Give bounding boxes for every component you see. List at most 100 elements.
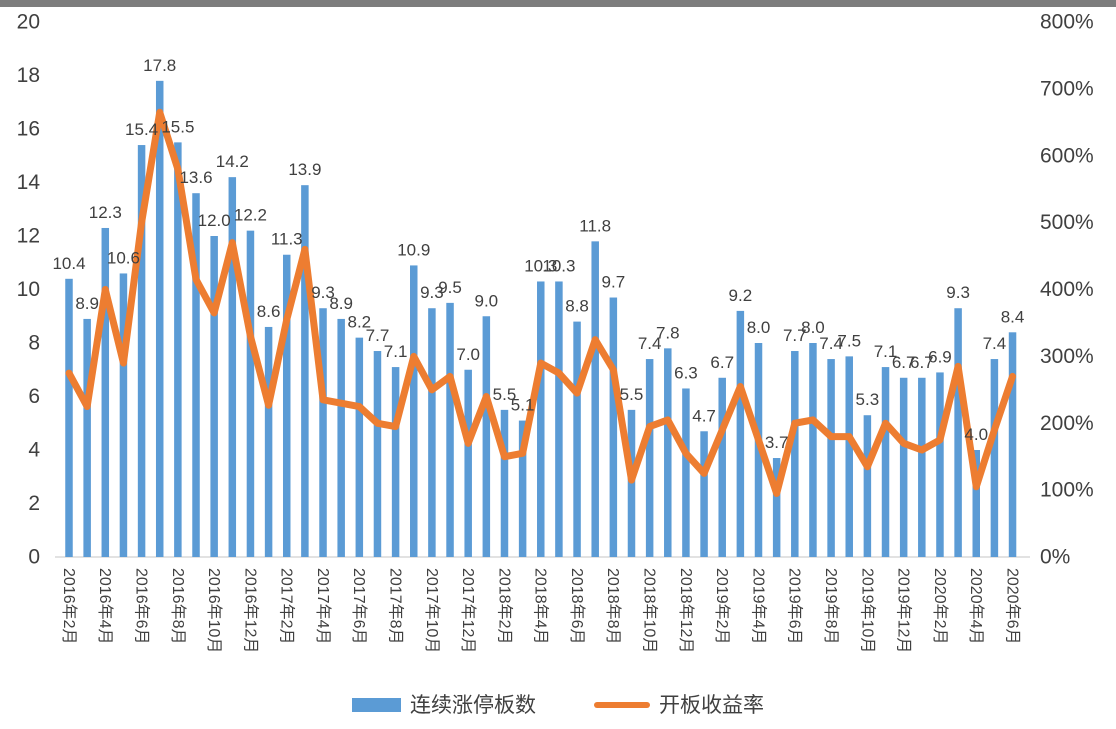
bar [772, 458, 781, 557]
bar [101, 227, 110, 557]
bar-value-label: 15.5 [161, 117, 194, 136]
combo-chart: 20181614121086420800%700%600%500%400%300… [17, 11, 1094, 654]
x-tick-label: 2017年10月 [423, 568, 441, 653]
bar [410, 265, 418, 557]
bar-value-label: 15.4 [125, 120, 158, 139]
bar-value-label: 5.5 [493, 385, 517, 404]
bar [482, 316, 491, 557]
x-tick-label: 2016年12月 [241, 568, 259, 653]
bar [65, 278, 73, 557]
bar [428, 308, 436, 557]
bar-value-label: 8.9 [329, 294, 353, 313]
bar-value-label: 10.9 [397, 240, 430, 259]
bar [863, 415, 872, 557]
y-right-tick-label: 200% [1040, 412, 1094, 435]
bar-value-label: 7.7 [783, 326, 807, 345]
bar [809, 343, 817, 557]
bar-value-label: 8.8 [565, 297, 589, 316]
bar [954, 308, 962, 557]
x-tick-label: 2019年12月 [895, 568, 913, 653]
bar [827, 359, 835, 557]
y-left-tick-label: 20 [17, 11, 40, 34]
bar-series-swatch [352, 698, 401, 712]
bar-value-label: 10.6 [107, 248, 140, 267]
bar [936, 372, 944, 557]
bar-value-label: 4.0 [964, 425, 988, 444]
bar-value-label: 10.3 [542, 256, 575, 275]
bar [210, 236, 218, 557]
x-tick-label: 2019年6月 [786, 568, 804, 645]
x-tick-label: 2020年4月 [967, 568, 985, 645]
y-right-tick-label: 0% [1040, 546, 1070, 569]
y-left-tick-label: 2 [28, 492, 40, 515]
x-tick-label: 2020年2月 [931, 568, 949, 645]
bar [972, 450, 980, 557]
bar [500, 409, 509, 557]
x-tick-label: 2016年4月 [96, 568, 114, 645]
x-tick-label: 2019年2月 [713, 568, 731, 645]
bar-value-label: 7.4 [983, 334, 1007, 353]
legend-item-bars: 连续涨停板数 [352, 695, 536, 716]
bar [682, 388, 690, 557]
y-left-tick-label: 0 [28, 546, 40, 569]
bar-value-label: 8.2 [347, 313, 371, 332]
bar [918, 377, 926, 557]
bar-value-label: 7.4 [819, 334, 843, 353]
bar-value-label: 11.8 [579, 216, 611, 235]
bar-value-label: 9.7 [602, 273, 626, 292]
x-tick-label: 2016年8月 [169, 568, 187, 645]
bar-value-label: 4.7 [692, 406, 716, 425]
bar [391, 367, 400, 557]
y-left-tick-label: 14 [17, 171, 41, 194]
bar [464, 369, 472, 557]
y-left-tick-label: 8 [28, 332, 40, 355]
y-left-tick-label: 16 [17, 118, 40, 141]
bar [718, 377, 726, 557]
bar [373, 351, 382, 557]
x-tick-label: 2017年2月 [278, 568, 296, 645]
y-left-tick-label: 6 [28, 385, 40, 408]
bar [591, 241, 599, 557]
bar-series-label: 连续涨停板数 [410, 693, 536, 717]
bar [174, 142, 182, 557]
bar [83, 318, 91, 557]
y-right-tick-label: 400% [1040, 278, 1094, 301]
bar [337, 318, 345, 557]
legend-item-line: 开板收益率 [594, 695, 764, 716]
bar [192, 193, 200, 557]
x-tick-label: 2018年6月 [568, 568, 586, 645]
bar [1008, 332, 1017, 557]
y-left-tick-label: 10 [17, 278, 40, 301]
bar [573, 321, 581, 557]
bar-value-label: 6.7 [892, 353, 916, 372]
y-right-tick-label: 600% [1040, 144, 1094, 167]
y-left-tick-label: 4 [28, 439, 40, 462]
bar [319, 308, 327, 557]
bar-value-label: 12.3 [89, 203, 122, 222]
x-tick-label: 2016年10月 [205, 568, 223, 653]
x-tick-label: 2016年2月 [60, 568, 78, 645]
bar-value-label: 12.0 [198, 211, 231, 230]
x-tick-label: 2016年6月 [132, 568, 150, 645]
bar-value-label: 17.8 [143, 56, 176, 75]
bar-value-label: 6.3 [674, 363, 698, 382]
bar-value-label: 5.5 [620, 385, 644, 404]
bar [355, 337, 364, 557]
y-left-tick-label: 18 [17, 64, 40, 87]
bar [700, 431, 708, 557]
bar-value-label: 9.2 [729, 286, 753, 305]
bar [990, 359, 999, 557]
bar-value-label: 5.3 [856, 390, 880, 409]
bar-value-label: 8.6 [257, 302, 281, 321]
y-left-tick-label: 12 [17, 225, 40, 248]
bar-value-label: 7.8 [656, 323, 680, 342]
bar [264, 326, 273, 557]
bar [155, 80, 164, 557]
y-right-tick-label: 800% [1040, 11, 1094, 34]
bar-value-label: 7.7 [366, 326, 390, 345]
bar [609, 297, 618, 557]
bar-value-label: 5.1 [511, 396, 535, 415]
bar [537, 281, 545, 557]
x-tick-label: 2019年4月 [749, 568, 767, 645]
